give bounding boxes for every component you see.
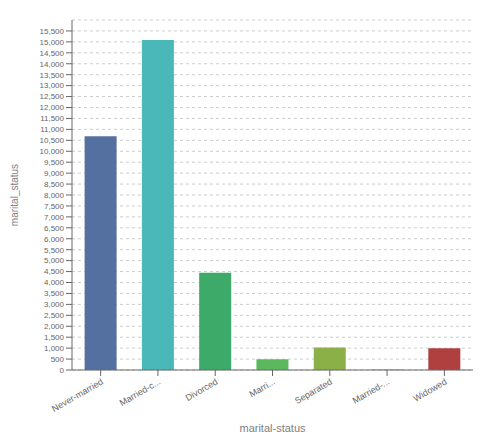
svg-text:500: 500	[51, 355, 65, 364]
svg-text:2,500: 2,500	[44, 311, 65, 320]
svg-text:1,500: 1,500	[44, 333, 65, 342]
svg-text:marital_status: marital_status	[9, 164, 20, 226]
svg-text:Married-...: Married-...	[351, 377, 392, 406]
svg-text:4,500: 4,500	[44, 267, 65, 276]
svg-text:6,000: 6,000	[44, 235, 65, 244]
svg-text:5,500: 5,500	[44, 246, 65, 255]
svg-text:14,500: 14,500	[40, 49, 65, 58]
svg-text:Never-married: Never-married	[50, 377, 105, 414]
svg-text:6,500: 6,500	[44, 224, 65, 233]
svg-text:0: 0	[60, 366, 65, 375]
svg-text:15,000: 15,000	[40, 38, 65, 47]
svg-text:Married-c...: Married-c...	[118, 377, 162, 408]
svg-text:4,000: 4,000	[44, 278, 65, 287]
svg-text:15,500: 15,500	[40, 27, 65, 36]
svg-text:11,500: 11,500	[40, 114, 64, 123]
svg-text:10,000: 10,000	[40, 147, 65, 156]
svg-text:2,000: 2,000	[44, 322, 65, 331]
svg-text:3,500: 3,500	[44, 289, 65, 298]
svg-text:9,000: 9,000	[44, 169, 65, 178]
svg-text:12,500: 12,500	[40, 92, 65, 101]
svg-text:14,000: 14,000	[40, 60, 65, 69]
svg-text:5,000: 5,000	[44, 256, 65, 265]
svg-text:10,500: 10,500	[40, 136, 65, 145]
svg-text:1,000: 1,000	[44, 344, 65, 353]
svg-text:Marri...: Marri...	[247, 377, 276, 400]
svg-text:13,500: 13,500	[40, 71, 65, 80]
svg-text:12,000: 12,000	[40, 103, 65, 112]
svg-text:8,500: 8,500	[44, 180, 65, 189]
svg-text:Widowed: Widowed	[411, 377, 448, 404]
svg-text:13,000: 13,000	[40, 81, 65, 90]
svg-text:9,500: 9,500	[44, 158, 65, 167]
svg-text:7,000: 7,000	[44, 213, 65, 222]
svg-text:8,000: 8,000	[44, 191, 65, 200]
svg-text:7,500: 7,500	[44, 202, 65, 211]
svg-text:3,000: 3,000	[44, 300, 65, 309]
svg-text:11,000: 11,000	[40, 125, 64, 134]
svg-text:marital-status: marital-status	[239, 422, 306, 434]
svg-text:Separated: Separated	[293, 377, 334, 406]
svg-text:Divorced: Divorced	[184, 377, 220, 403]
